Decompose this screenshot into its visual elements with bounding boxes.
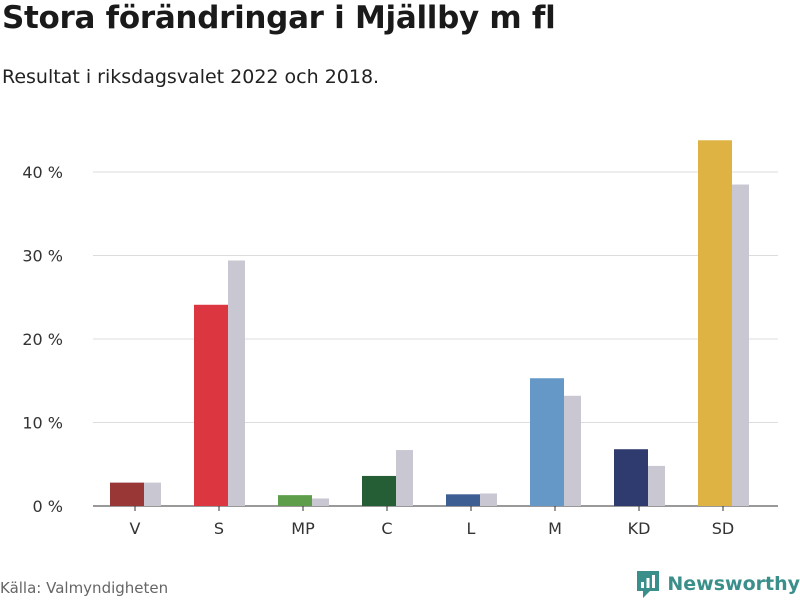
chart-subtitle: Resultat i riksdagsvalet 2022 och 2018. [2,66,380,88]
bar-2018-mp [312,498,329,506]
x-tick-label-v: V [130,519,141,538]
y-axis-ticks: 0 % 10 % 20 % 30 % 40 % [22,163,63,516]
y-tick-label: 40 % [22,163,63,182]
x-axis-ticks: V S MP C L M KD SD [130,506,734,538]
x-tick-label-kd: KD [628,519,651,538]
bar-2018-s [228,260,245,506]
chart-title: Stora förändringar i Mjällby m fl [2,0,556,36]
bar-2022-s [194,304,228,506]
x-tick-label-mp: MP [291,519,315,538]
bar-2018-m [564,395,581,506]
bar-2022-l [446,494,480,506]
bar-2018-kd [648,465,665,506]
bar-2022-sd [698,140,732,506]
bar-2022-m [530,378,564,506]
x-tick-label-sd: SD [712,519,734,538]
bar-2018-l [480,493,497,506]
bar-2018-c [396,450,413,506]
newsworthy-icon [637,571,660,598]
y-tick-label: 0 % [33,497,63,516]
x-tick-label-m: M [548,519,562,538]
x-tick-label-l: L [467,519,476,538]
bar-2022-v [110,482,144,506]
y-tick-label: 30 % [22,247,63,266]
bar-2022-mp [278,495,312,506]
x-tick-label-c: C [381,519,392,538]
bars [110,140,749,506]
bar-2018-v [144,482,161,506]
brand-name: Newsworthy [667,573,800,595]
y-tick-label: 10 % [22,414,63,433]
y-tick-label: 20 % [22,330,63,349]
bar-2018-sd [732,184,749,506]
source-note: Källa: Valmyndigheten [0,579,169,597]
x-tick-label-s: S [214,519,224,538]
brand-logo: Newsworthy [635,569,800,599]
bar-2022-c [362,475,396,506]
bar-2022-kd [614,449,648,506]
